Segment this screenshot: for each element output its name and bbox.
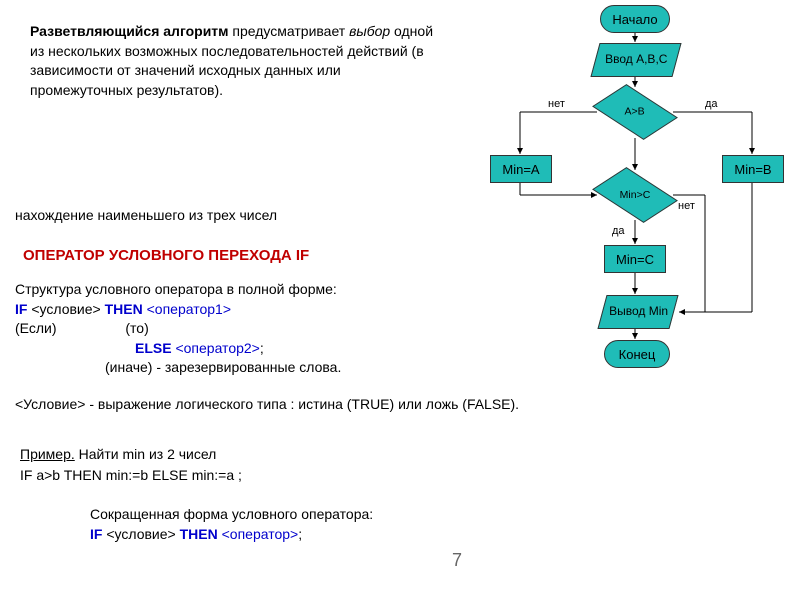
esli-label: (Если) <box>15 320 57 336</box>
p2-text: нахождение наименьшего из трех чисел <box>15 206 435 226</box>
short-then: THEN <box>180 526 218 542</box>
example-code: IF a>b THEN min:=b ELSE min:=a ; <box>20 466 242 486</box>
p1-part1: предусматривает <box>229 23 350 39</box>
reserved-words: (иначе) - зарезервированные слова. <box>105 358 445 378</box>
fc-cond1: A>B <box>592 84 678 140</box>
fc-cond1-label: A>B <box>625 106 645 118</box>
else-keyword: ELSE <box>135 340 172 356</box>
fc-output-label: Вывод Min <box>609 305 668 318</box>
fc-min-c: Min=C <box>604 245 666 273</box>
fc-output: Вывод Min <box>597 295 678 329</box>
example-label: Пример. <box>20 446 75 462</box>
to-label: (то) <box>125 320 148 336</box>
fc-input-label: Ввод A,B,C <box>605 53 667 66</box>
cond-ph: <условие> <box>27 301 104 317</box>
algorithm-title: Разветвляющийся алгоритм <box>30 23 229 39</box>
condition-desc: <Условие> - выражение логического типа :… <box>15 395 575 415</box>
fc-cond2: Min>C <box>592 167 678 223</box>
fc-min-b: Min=B <box>722 155 784 183</box>
label-no2: нет <box>678 200 695 212</box>
short-cond: <условие> <box>102 526 179 542</box>
label-yes1: да <box>705 98 718 110</box>
short-form-line1: Сокращенная форма условного оператора: <box>90 505 540 525</box>
label-yes2: да <box>612 225 625 237</box>
short-if: IF <box>90 526 102 542</box>
fc-cond2-label: Min>C <box>620 189 651 201</box>
short-semi: ; <box>298 526 302 542</box>
semi1: ; <box>260 340 264 356</box>
fc-input: Ввод A,B,C <box>590 43 681 77</box>
fc-min-a: Min=A <box>490 155 552 183</box>
short-op: <оператор> <box>218 526 299 542</box>
struct-line1: Структура условного оператора в полной ф… <box>15 280 445 300</box>
then-keyword: THEN <box>105 301 143 317</box>
label-no1: нет <box>548 98 565 110</box>
example-text: Найти min из 2 чисел <box>75 446 217 462</box>
if-keyword: IF <box>15 301 27 317</box>
fc-start: Начало <box>600 5 670 33</box>
fc-end: Конец <box>604 340 670 368</box>
op2-ph: <оператор2> <box>172 340 260 356</box>
op1-ph: <оператор1> <box>143 301 231 317</box>
p1-italic: выбор <box>349 23 390 39</box>
page-number: 7 <box>452 550 462 571</box>
operator-heading: ОПЕРАТОР УСЛОВНОГО ПЕРЕХОДА IF <box>23 245 309 266</box>
